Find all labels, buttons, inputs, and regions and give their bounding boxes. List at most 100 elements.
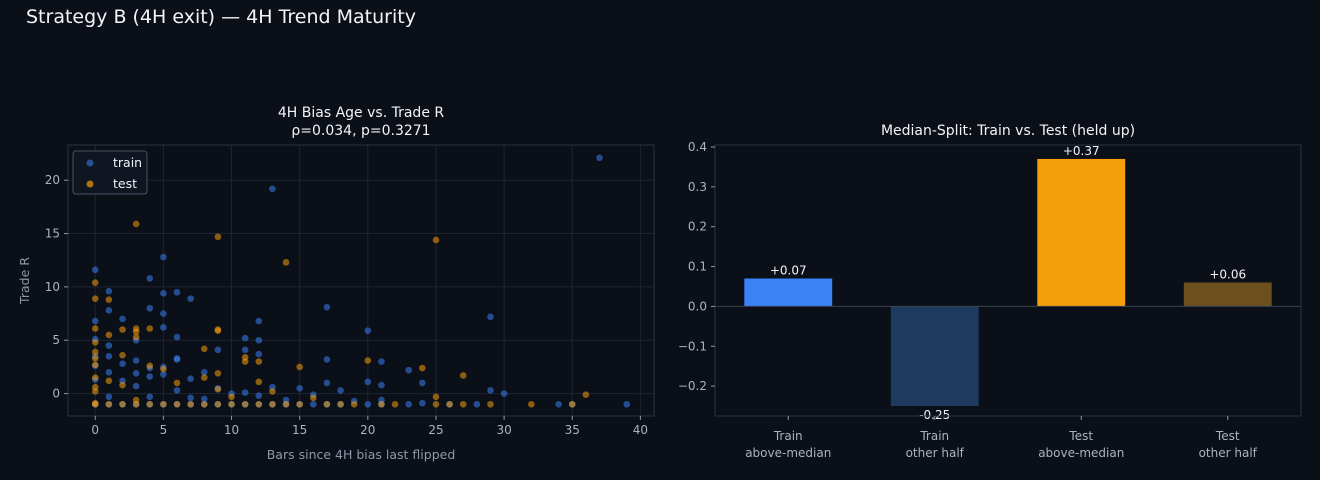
scatter-point-train bbox=[91, 317, 99, 325]
x-tick-label: Train bbox=[919, 429, 949, 443]
x-tick-label: Train bbox=[773, 429, 803, 443]
scatter-point-test bbox=[228, 400, 235, 408]
legend-marker-train bbox=[86, 159, 94, 167]
scatter-point-train bbox=[132, 382, 140, 390]
scatter-point-train bbox=[405, 366, 412, 374]
scatter-point-test bbox=[459, 400, 467, 408]
scatter-point-train bbox=[473, 400, 481, 408]
bar bbox=[1183, 282, 1272, 307]
scatter-point-test bbox=[91, 339, 99, 346]
scatter-point-test bbox=[378, 400, 385, 408]
scatter-point-train bbox=[132, 357, 140, 364]
bar-value-label: +0.07 bbox=[770, 264, 807, 278]
bar-ticks: −0.2 −0.1 0.0 0.1 0.2 0.3 0.4 Train above-median… bbox=[678, 140, 1258, 460]
y-tick-label: 20 bbox=[45, 173, 60, 187]
scatter-point-test bbox=[91, 355, 99, 362]
scatter-point-test bbox=[241, 358, 249, 365]
scatter-point-test bbox=[214, 386, 222, 393]
scatter-point-train bbox=[255, 336, 263, 344]
x-tick-label: 5 bbox=[160, 423, 168, 437]
scatter-point-test bbox=[214, 327, 222, 334]
scatter-point-test bbox=[91, 279, 99, 286]
scatter-point-test bbox=[146, 400, 154, 408]
scatter-point-test bbox=[350, 400, 358, 408]
scatter-point-test bbox=[91, 388, 99, 395]
scatter-point-train bbox=[487, 313, 494, 321]
scatter-point-test bbox=[91, 361, 99, 369]
y-tick-label: 5 bbox=[52, 333, 60, 347]
scatter-point-train bbox=[146, 373, 154, 380]
y-tick-label: −0.2 bbox=[678, 379, 707, 393]
scatter-point-train bbox=[200, 368, 208, 376]
scatter-point-test bbox=[91, 374, 99, 381]
bar-value-label: +0.06 bbox=[1209, 267, 1246, 281]
scatter-point-test bbox=[432, 236, 440, 244]
scatter-point-test bbox=[241, 400, 249, 408]
scatter-point-train bbox=[364, 378, 372, 386]
y-tick-label: 0.1 bbox=[688, 260, 707, 274]
scatter-point-test bbox=[200, 345, 208, 353]
scatter-point-test bbox=[132, 400, 140, 408]
scatter-point-test bbox=[432, 400, 440, 408]
scatter-point-test bbox=[105, 296, 113, 304]
x-tick-label: other half bbox=[1199, 446, 1258, 460]
y-tick-label: 0.2 bbox=[688, 220, 707, 234]
scatter-point-test bbox=[105, 400, 113, 408]
x-tick-label: 0 bbox=[91, 423, 99, 437]
scatter-point-train bbox=[91, 266, 99, 274]
scatter-points bbox=[91, 154, 631, 408]
scatter-point-test bbox=[528, 400, 535, 408]
scatter-x-axis-label: Bars since 4H bias last flipped bbox=[267, 447, 456, 462]
scatter-point-train bbox=[105, 307, 113, 314]
scatter-legend: train test bbox=[72, 150, 148, 195]
scatter-point-test bbox=[214, 233, 222, 241]
scatter-point-test bbox=[568, 400, 576, 408]
scatter-point-test bbox=[200, 374, 208, 381]
scatter-point-test bbox=[91, 325, 99, 332]
x-tick-label: 10 bbox=[224, 423, 239, 437]
scatter-point-test bbox=[119, 381, 126, 389]
x-tick-label: above-median bbox=[745, 446, 831, 460]
scatter-point-train bbox=[255, 350, 263, 358]
scatter-point-test bbox=[296, 400, 303, 408]
scatter-point-test bbox=[91, 400, 99, 408]
scatter-point-train bbox=[296, 384, 303, 392]
scatter-point-train bbox=[173, 387, 181, 394]
scatter-point-train bbox=[173, 356, 181, 363]
scatter-point-test bbox=[459, 372, 467, 379]
scatter-point-train bbox=[160, 290, 167, 297]
scatter-point-test bbox=[323, 400, 331, 408]
scatter-title: 4H Bias Age vs. Trade R bbox=[278, 105, 444, 121]
x-tick-label: 30 bbox=[496, 423, 511, 437]
scatter-point-train bbox=[487, 387, 494, 394]
bar-series: +0.07 -0.25 +0.37 +0.06 bbox=[744, 144, 1272, 422]
scatter-point-test bbox=[255, 400, 263, 408]
scatter-point-train bbox=[187, 375, 194, 382]
figure-title: Strategy B (4H exit) — 4H Trend Maturity bbox=[26, 6, 416, 28]
scatter-point-test bbox=[132, 220, 140, 228]
x-tick-label: 40 bbox=[633, 423, 648, 437]
scatter-point-train bbox=[241, 334, 249, 342]
scatter-point-train bbox=[173, 333, 181, 341]
scatter-point-train bbox=[241, 346, 249, 354]
scatter-point-train bbox=[323, 303, 331, 311]
scatter-point-test bbox=[282, 400, 290, 408]
scatter-point-test bbox=[91, 295, 99, 302]
bar bbox=[1037, 158, 1126, 307]
scatter-point-test bbox=[228, 393, 235, 401]
scatter-point-test bbox=[119, 351, 126, 359]
scatter-point-test bbox=[391, 400, 399, 408]
scatter-point-train bbox=[160, 310, 167, 317]
scatter-point-test bbox=[269, 400, 276, 408]
scatter-point-train bbox=[105, 342, 113, 349]
bar-title: Median-Split: Train vs. Test (held up) bbox=[881, 123, 1135, 139]
scatter-point-test bbox=[446, 400, 453, 408]
scatter-point-train bbox=[187, 394, 194, 402]
legend-label-test: test bbox=[113, 176, 137, 191]
legend-marker-test bbox=[86, 180, 94, 188]
x-tick-label: Test bbox=[1215, 429, 1240, 443]
scatter-point-train bbox=[623, 400, 631, 408]
bar-plot-frame bbox=[714, 144, 1302, 417]
scatter-point-test bbox=[200, 400, 208, 408]
y-tick-label: 10 bbox=[45, 280, 60, 294]
